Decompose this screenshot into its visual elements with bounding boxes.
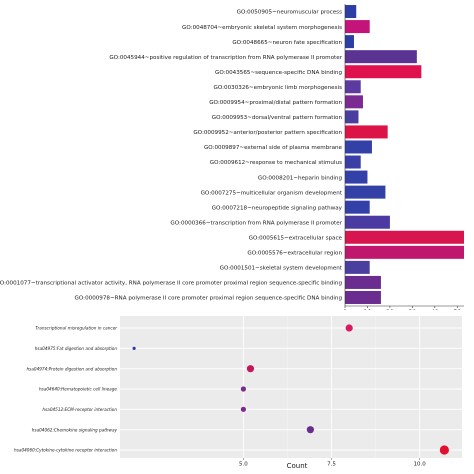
bar	[345, 50, 417, 64]
bar-category-label: GO:0050905~neuromuscular process	[237, 10, 342, 16]
bar	[345, 65, 422, 79]
bar-category-label: GO:0005576~extracellular region	[247, 251, 342, 257]
bar-category-label: GO:0009953~dorsal/ventral pattern format…	[212, 115, 343, 121]
x-tick-label: 5.0	[239, 462, 248, 468]
bar-category-label: GO:0001501~skeletal system development	[220, 266, 343, 272]
bar	[345, 35, 354, 49]
plot-panel	[120, 316, 462, 458]
x-axis-title: Count	[287, 462, 308, 470]
bar	[345, 20, 370, 34]
bar	[345, 185, 386, 199]
x-tick-label: 10	[364, 309, 372, 310]
bar-category-label: GO:0009897~external side of plasma membr…	[204, 145, 343, 151]
bar-category-label: GO:0009954~proximal/distal pattern forma…	[209, 100, 342, 106]
bar	[345, 260, 370, 274]
data-point	[345, 324, 353, 332]
y-category-label: Transcriptional misregulation in cancer	[35, 326, 117, 331]
bar	[345, 95, 363, 109]
y-category-label: hsa04512:ECM-receptor interaction	[42, 407, 117, 412]
bar-category-label: GO:0001077~transcriptional activator act…	[0, 281, 342, 287]
bar-category-label: GO:0000978~RNA polymerase II core promot…	[75, 296, 343, 302]
x-tick-label: 20	[386, 309, 394, 310]
bar	[345, 170, 368, 184]
bar	[345, 140, 372, 154]
bar-category-label: GO:0048704~embryonic skeletal system mor…	[182, 25, 342, 31]
bar-category-label: GO:0043565~sequence-specific DNA binding	[215, 70, 342, 76]
bar-category-label: GO:0008201~heparin binding	[258, 175, 343, 181]
bar-category-label: GO:0007275~multicellular organism develo…	[201, 190, 343, 196]
bar-category-label: GO:0009612~response to mechanical stimul…	[210, 160, 342, 166]
bar	[345, 200, 370, 214]
data-point	[132, 346, 136, 350]
data-point	[439, 445, 449, 455]
data-point	[240, 386, 247, 392]
x-tick-label: 10.0	[414, 462, 427, 468]
bar-category-label: GO:0005615~extracellular space	[249, 235, 343, 241]
bar	[345, 80, 361, 94]
bar	[345, 215, 390, 229]
x-tick-label: 30	[409, 309, 417, 310]
y-category-label: hsa04062:Chemokine signaling pathway	[32, 427, 118, 432]
y-category-label: hsa04975:Fat digestion and absorption	[35, 346, 118, 351]
bar	[345, 155, 361, 169]
go-enrichment-bar-chart: GO:0050905~neuromuscular process GO:00487…	[0, 4, 464, 310]
bar	[345, 5, 357, 19]
bar	[345, 125, 388, 139]
data-point	[240, 406, 247, 412]
bar	[345, 110, 359, 124]
bar	[345, 275, 381, 289]
x-tick-label: 50	[453, 309, 461, 310]
bar	[345, 290, 381, 304]
bar-category-label: GO:0030326~embryonic limb morphogenesis	[214, 85, 343, 91]
x-tick-label: 7.5	[327, 462, 336, 468]
bar-category-label: GO:0048665~neuron fate specification	[232, 40, 342, 46]
y-category-label: hsa04640:Hematopoietic cell lineage	[39, 387, 117, 392]
x-tick-label: 40	[431, 309, 439, 310]
bar	[345, 230, 464, 244]
bar-category-label: GO:0007218~neuropeptide signaling pathwa…	[212, 205, 343, 211]
x-tick-label: 0	[343, 309, 347, 310]
bar	[345, 245, 464, 259]
bar-category-label: GO:0045944~positive regulation of transc…	[109, 55, 342, 61]
data-point	[246, 365, 255, 373]
data-point	[306, 426, 314, 434]
bar-category-label: GO:0000366~transcription from RNA polyme…	[170, 220, 342, 226]
bar-category-label: GO:0009952~anterior/posterior pattern sp…	[193, 130, 342, 136]
y-category-label: hsa04974:Protein digestion and absorptio…	[27, 366, 118, 371]
y-category-label: hsa04060:Cytokine-cytokine receptor inte…	[14, 448, 117, 453]
